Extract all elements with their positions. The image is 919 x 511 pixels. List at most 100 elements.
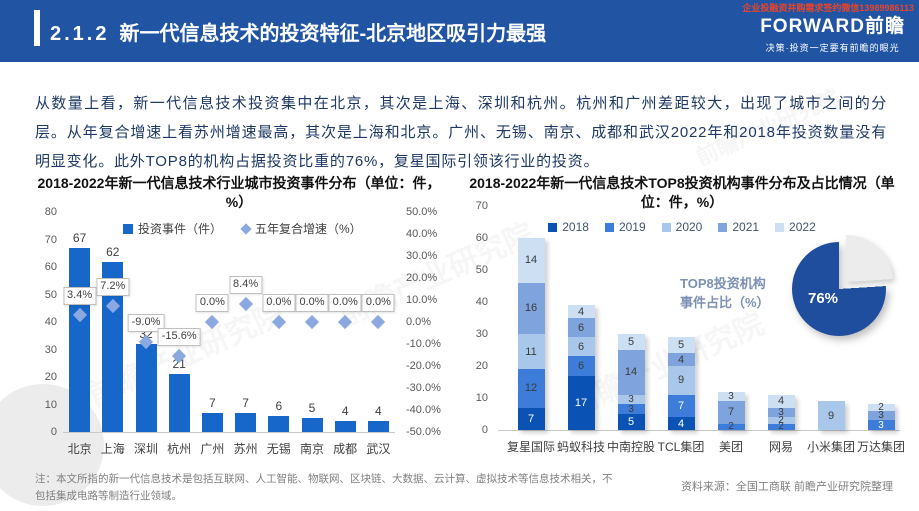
bar-segment: 3 (867, 410, 895, 421)
section-title: 新一代信息技术的投资特征-北京地区吸引力最强 (119, 23, 547, 45)
source-note: 资料来源：全国工商联 前瞻产业研究院整理 (680, 481, 893, 493)
bar-segment: 7 (517, 407, 545, 430)
forward-logo: FORWARD前瞻 决策·投资一定要有前瞻的眼光 (760, 11, 905, 54)
y-axis-tick-label: 20 (44, 371, 57, 383)
bar-segment: 2 (867, 402, 895, 413)
y-axis-tick-label: 80 (44, 206, 57, 218)
logo-slogan: 决策·投资一定要有前瞻的眼光 (765, 43, 900, 53)
category-label: 北京 (67, 442, 92, 456)
header: 2.1.2 新一代信息技术的投资特征-北京地区吸引力最强 企业投融资并购需求签约微… (0, 0, 919, 62)
cagr-value-label: 7.2% (96, 278, 130, 297)
x-axis-line (63, 432, 395, 433)
investment-bar (235, 412, 257, 432)
bar-segment: 5 (667, 337, 695, 354)
y-axis-tick-label: 50 (475, 264, 488, 276)
bar-value-label: 6 (275, 398, 283, 413)
bar-segment: 14 (517, 238, 545, 283)
secondary-axis-tick-label: 50.0% (406, 206, 438, 218)
bar-value-label: 7 (209, 395, 216, 410)
bar-value-label: 67 (72, 230, 87, 245)
bar-segment: 6 (567, 318, 595, 338)
left-chart-plot: 80 70 60 50 40 30 20 10 0 50.0% 40.0% 30.0% 20.0% 10.… (35, 206, 443, 468)
pie-chart-block: TOP8投资机构 事件占比（%） 76% (680, 235, 896, 360)
section-number: 2.1.2 (50, 23, 110, 45)
investment-bar (69, 247, 91, 432)
category-label: 广州 (200, 442, 225, 456)
bar-segment: 4 (667, 417, 695, 430)
secondary-axis-tick-label: 0.0% (406, 316, 432, 328)
city-investment-chart: 2018-2022年新一代信息技术行业城市投资事件分布（单位：件，%） 80 70… (35, 174, 443, 456)
bar-segment: 5 (617, 414, 645, 430)
bar-segment: 3 (767, 407, 795, 418)
bar-segment: 11 (517, 334, 545, 370)
investment-bar (367, 421, 389, 432)
secondary-axis-tick-label: -40.0% (406, 404, 441, 416)
investment-bar (168, 374, 190, 432)
cagr-marker-icon (205, 314, 220, 330)
bar-value-label: 4 (375, 404, 382, 418)
category-label: 万达集团 (856, 440, 905, 454)
y-axis-tick-label: 60 (475, 232, 488, 244)
bar-segment: 2 (767, 415, 795, 426)
y-axis-tick-label: 30 (475, 328, 488, 340)
right-chart-legend: 2018 2019 2020 2021 2022 (468, 220, 896, 234)
left-chart-legend: 投资事件（件） 五年复合增速（%） (123, 220, 362, 237)
bar-segment: 4 (567, 305, 595, 319)
cagr-marker-icon (304, 314, 320, 330)
legend-item-year: 2021 (718, 220, 759, 234)
secondary-axis-tick-label: -30.0% (406, 382, 441, 394)
legend-label: 五年复合增速（%） (255, 222, 362, 236)
y-axis-tick-label: 20 (475, 360, 488, 372)
secondary-axis-tick-label: 30.0% (406, 250, 438, 262)
category-label: 深圳 (133, 442, 158, 456)
y-axis-tick-label: 0 (481, 424, 488, 436)
y-axis-tick-label: 10 (475, 392, 488, 404)
category-label: 美团 (718, 440, 743, 454)
y-axis-tick-label: 40 (44, 316, 57, 328)
page-title: 2.1.2 新一代信息技术的投资特征-北京地区吸引力最强 (50, 17, 546, 46)
bar-segment: 4 (767, 394, 795, 408)
stacked-bar: 7 12 11 16 14 (517, 238, 545, 430)
bar-value-label: 4 (341, 404, 349, 418)
bar-segment: 6 (567, 337, 595, 357)
stacked-bar: 9 (817, 401, 845, 430)
y-axis-tick-label: 50 (44, 288, 57, 301)
pie-caption-line2: 事件占比（%） (680, 295, 770, 310)
y-axis-tick-label: 70 (475, 200, 488, 212)
y-axis-tick-label: 0 (50, 426, 57, 438)
stacked-bar: 17 6 6 6 4 (567, 305, 595, 430)
bar-segment: 6 (567, 356, 595, 376)
bar-segment: 4 (667, 353, 695, 366)
cagr-value-label: 0.0% (262, 294, 296, 312)
category-label: 无锡 (266, 442, 291, 456)
summary-paragraph: 从数量上看，新一代信息技术投资集中在北京，其次是上海、深圳和杭州。杭州和广州差距… (35, 95, 887, 170)
legend-label: 2022 (789, 220, 816, 234)
category-label: 小米集团 (806, 440, 855, 454)
pie-value-label: 76% (808, 290, 839, 307)
y-axis-tick-label: 10 (44, 398, 57, 411)
bar-segment: 2 (767, 421, 795, 432)
x-axis-line (498, 430, 900, 431)
legend-item-cagr: 五年复合增速（%） (240, 220, 362, 237)
stacked-bar: 5 3 3 14 5 (617, 334, 645, 430)
legend-square-icon (661, 222, 671, 232)
bar-segment: 3 (617, 404, 645, 415)
investment-bar (268, 415, 290, 432)
category-label: 苏州 (233, 442, 258, 456)
category-label: 网易 (768, 440, 793, 454)
cagr-marker-icon (271, 314, 286, 330)
legend-square-icon (123, 223, 133, 234)
legend-square-icon (604, 222, 614, 232)
bar-segment: 3 (717, 391, 745, 402)
legend-label: 2019 (618, 220, 646, 234)
right-chart-title: 2018-2022年新一代信息技术TOP8投资机构事件分布及占比情况（单位：件，… (469, 175, 895, 210)
secondary-axis-tick-label: -20.0% (406, 360, 441, 372)
y-axis-tick-label: 30 (44, 343, 57, 356)
legend-diamond-icon (240, 222, 252, 235)
pie-slice-others (799, 235, 893, 329)
secondary-axis-tick-label: 10.0% (406, 294, 438, 306)
category-label: 复星国际 (506, 440, 555, 454)
